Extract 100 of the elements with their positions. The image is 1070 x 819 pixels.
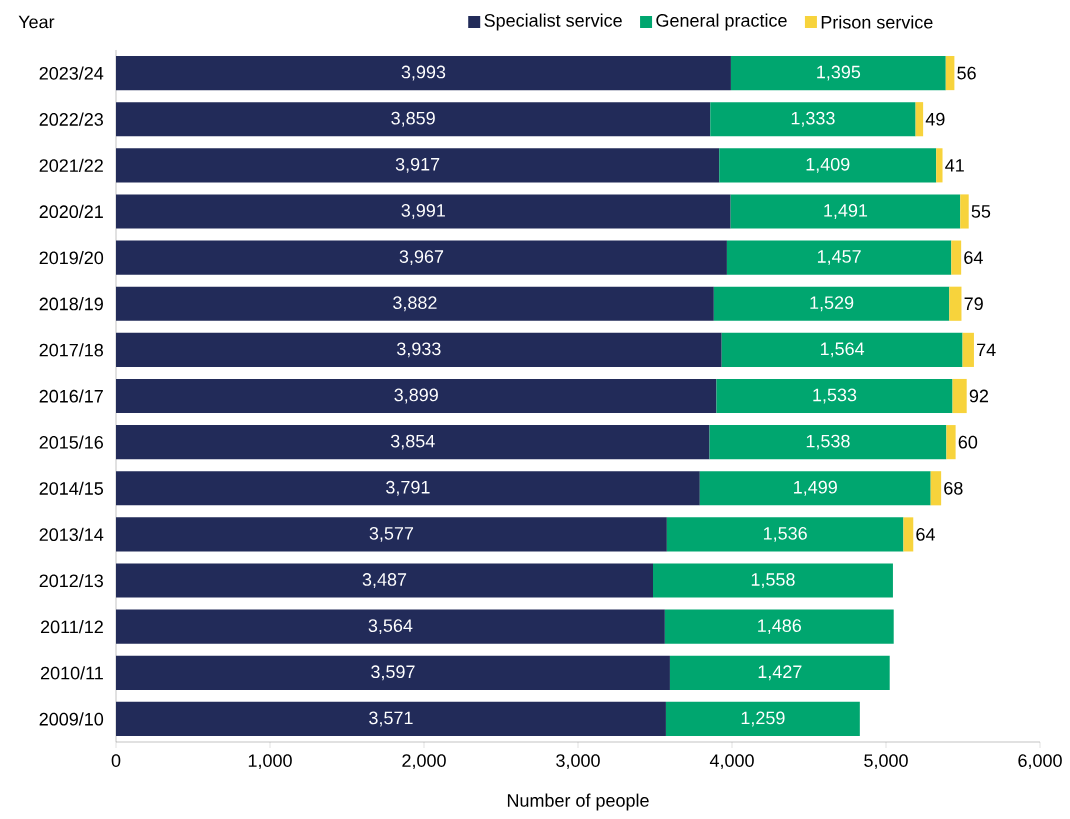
- legend-label: Specialist service: [484, 13, 622, 31]
- y-tick-label: 2020/21: [39, 204, 103, 219]
- data-label: 60: [958, 435, 978, 449]
- data-label: 3,993: [401, 65, 446, 81]
- data-label: 1,499: [794, 480, 837, 496]
- bar: [116, 286, 714, 321]
- bar: [710, 102, 916, 137]
- bar: [116, 425, 710, 460]
- data-label: 1,259: [741, 711, 785, 727]
- bar: [952, 378, 967, 414]
- bar: [915, 102, 924, 137]
- data-label: 1,558: [751, 573, 795, 588]
- y-tick-label: 2011/12: [40, 620, 103, 634]
- data-label: 3,854: [390, 434, 435, 450]
- bar: [116, 655, 670, 690]
- bar: [116, 102, 711, 137]
- bar: [116, 609, 665, 644]
- bar: [653, 563, 893, 598]
- y-tick-label: 2014/15: [39, 481, 104, 495]
- data-label: 1,333: [791, 111, 835, 127]
- bar: [669, 655, 890, 690]
- x-axis-title: Number of people: [507, 793, 649, 811]
- data-label: 1,536: [763, 526, 807, 542]
- bar: [730, 56, 946, 91]
- y-tick-label: 2023/24: [39, 66, 104, 80]
- y-tick-label: 2015/16: [39, 435, 103, 449]
- x-tick-label: 6,000: [1018, 754, 1062, 770]
- bar: [116, 517, 667, 552]
- bar: [665, 701, 860, 737]
- data-label: 3,791: [386, 480, 430, 496]
- data-label: 49: [925, 112, 945, 126]
- bar: [945, 56, 955, 91]
- bar: [962, 332, 974, 367]
- bar: [716, 378, 953, 414]
- bar: [116, 471, 700, 506]
- bar: [666, 517, 904, 552]
- data-label: 3,571: [369, 711, 413, 727]
- bar: [930, 471, 942, 506]
- bar: [960, 194, 969, 229]
- data-label: 3,577: [369, 526, 414, 542]
- bar: [721, 332, 963, 367]
- x-tick-label: 4,000: [709, 754, 754, 770]
- data-label: 74: [977, 343, 996, 357]
- data-label: 1,409: [806, 157, 850, 173]
- bar: [949, 286, 962, 321]
- data-label: 3,967: [399, 250, 444, 266]
- data-label: 1,491: [824, 204, 868, 219]
- y-tick-label: 2013/14: [39, 527, 104, 542]
- data-label: 92: [969, 389, 989, 403]
- bar: [116, 240, 727, 275]
- y-tick-label: 2012/13: [39, 573, 103, 588]
- data-label: 1,529: [810, 296, 854, 312]
- data-label: 1,395: [817, 65, 861, 81]
- y-tick-label: 2017/18: [39, 343, 104, 357]
- data-label: 3,899: [394, 388, 438, 404]
- data-label: 64: [916, 528, 935, 541]
- bar: [664, 609, 894, 644]
- data-label: 3,487: [362, 573, 407, 588]
- y-tick-label: 2010/11: [40, 666, 103, 680]
- y-tick-label: 2021/22: [39, 158, 103, 172]
- data-label: 55: [971, 205, 991, 218]
- bar: [116, 56, 731, 91]
- data-label: 1,427: [758, 665, 802, 681]
- bar: [713, 286, 950, 321]
- bar: [726, 240, 952, 275]
- y-tick-label: 2018/19: [39, 297, 103, 311]
- data-label: 3,859: [391, 111, 435, 127]
- bar: [116, 194, 731, 229]
- x-tick-label: 1,000: [248, 754, 292, 770]
- data-label: 1,533: [813, 388, 857, 404]
- x-tick-label: 5,000: [864, 754, 908, 770]
- x-tick-label: 2,000: [402, 754, 446, 770]
- legend-label: Prison service: [821, 15, 933, 29]
- bar: [709, 425, 947, 460]
- data-label: 41: [945, 159, 964, 172]
- bar: [116, 701, 666, 737]
- bar: [116, 332, 722, 367]
- data-label: 3,882: [393, 296, 437, 312]
- bar: [116, 378, 717, 414]
- bar: [903, 517, 914, 552]
- bar: [699, 471, 931, 506]
- x-tick-label: 0: [111, 754, 121, 767]
- data-label: 3,917: [395, 157, 440, 173]
- data-label: 3,933: [397, 342, 441, 358]
- bar: [719, 148, 937, 183]
- bar: [116, 563, 653, 598]
- data-label: 1,564: [820, 342, 865, 358]
- data-label: 56: [957, 66, 976, 80]
- y-tick-label: 2016/17: [39, 389, 103, 403]
- bar: [936, 148, 943, 183]
- data-label: 1,457: [817, 250, 861, 265]
- data-label: 1,486: [758, 619, 802, 635]
- data-label: 3,564: [368, 619, 413, 635]
- bar: [951, 240, 962, 275]
- bar: [116, 148, 720, 183]
- bar: [730, 194, 961, 229]
- y-tick-label: 2019/20: [39, 250, 104, 265]
- x-tick-label: 3,000: [556, 754, 600, 770]
- data-label: 3,991: [401, 204, 445, 219]
- y-tick-label: 2022/23: [39, 112, 103, 126]
